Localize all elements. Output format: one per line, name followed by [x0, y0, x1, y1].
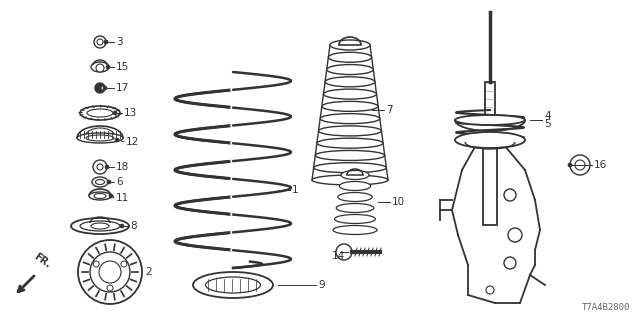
Ellipse shape: [89, 192, 111, 200]
Circle shape: [99, 261, 121, 283]
Text: 1: 1: [292, 185, 299, 195]
Ellipse shape: [94, 194, 106, 198]
Text: 11: 11: [116, 193, 129, 203]
Ellipse shape: [80, 221, 120, 231]
Circle shape: [107, 285, 113, 291]
Circle shape: [115, 138, 119, 142]
Circle shape: [103, 86, 107, 90]
Ellipse shape: [80, 106, 120, 120]
Text: 15: 15: [116, 62, 129, 72]
Ellipse shape: [95, 180, 104, 185]
Circle shape: [78, 240, 142, 304]
Bar: [483, 142, 497, 225]
Ellipse shape: [330, 40, 370, 50]
Ellipse shape: [316, 150, 385, 160]
Ellipse shape: [91, 62, 109, 72]
Circle shape: [504, 189, 516, 201]
Ellipse shape: [71, 218, 129, 234]
Ellipse shape: [338, 193, 372, 202]
Text: 14: 14: [332, 251, 345, 261]
Circle shape: [94, 36, 106, 48]
Circle shape: [93, 160, 107, 174]
Ellipse shape: [91, 223, 109, 229]
Text: 6: 6: [116, 177, 123, 187]
Circle shape: [508, 228, 522, 242]
Ellipse shape: [455, 132, 525, 148]
Circle shape: [336, 244, 352, 260]
Circle shape: [109, 194, 113, 198]
Circle shape: [96, 64, 104, 72]
Ellipse shape: [205, 277, 260, 293]
Ellipse shape: [319, 126, 381, 136]
Text: FR.: FR.: [32, 252, 52, 270]
Ellipse shape: [327, 65, 373, 75]
Circle shape: [105, 165, 109, 169]
Ellipse shape: [339, 181, 371, 190]
Ellipse shape: [314, 163, 387, 173]
Ellipse shape: [317, 138, 383, 148]
Ellipse shape: [320, 114, 380, 124]
Ellipse shape: [86, 135, 114, 141]
Circle shape: [120, 224, 124, 228]
Text: 16: 16: [594, 160, 607, 170]
Circle shape: [486, 286, 494, 294]
Circle shape: [97, 39, 103, 45]
Ellipse shape: [323, 89, 376, 99]
Text: 10: 10: [392, 197, 405, 207]
Text: 18: 18: [116, 162, 129, 172]
Text: 13: 13: [124, 108, 137, 118]
Text: 7: 7: [386, 105, 392, 115]
Circle shape: [107, 180, 111, 184]
Ellipse shape: [87, 109, 113, 117]
Text: 5: 5: [544, 119, 550, 129]
Ellipse shape: [312, 175, 388, 185]
Ellipse shape: [92, 177, 108, 187]
Circle shape: [575, 160, 585, 170]
Bar: [485, 82, 495, 120]
Text: 2: 2: [145, 267, 152, 277]
Ellipse shape: [341, 171, 369, 180]
Text: 17: 17: [116, 83, 129, 93]
Text: 3: 3: [116, 37, 123, 47]
Text: 4: 4: [544, 111, 550, 121]
Circle shape: [95, 83, 105, 93]
Ellipse shape: [193, 272, 273, 298]
Text: 9: 9: [318, 280, 324, 290]
Ellipse shape: [455, 115, 525, 125]
Ellipse shape: [328, 52, 372, 62]
Circle shape: [106, 65, 110, 69]
Circle shape: [101, 86, 105, 90]
Circle shape: [93, 261, 99, 267]
Bar: [474, 138, 506, 146]
Text: T7A4B2800: T7A4B2800: [582, 303, 630, 312]
Circle shape: [568, 163, 572, 167]
Ellipse shape: [325, 77, 375, 87]
Text: 8: 8: [130, 221, 136, 231]
Circle shape: [504, 257, 516, 269]
Ellipse shape: [333, 226, 377, 235]
Circle shape: [113, 111, 117, 115]
Ellipse shape: [322, 101, 378, 111]
Text: 12: 12: [126, 137, 140, 147]
Circle shape: [121, 261, 127, 267]
Ellipse shape: [335, 214, 376, 223]
Circle shape: [90, 252, 130, 292]
Circle shape: [104, 40, 108, 44]
Ellipse shape: [336, 204, 374, 212]
Ellipse shape: [77, 133, 123, 143]
Circle shape: [97, 164, 103, 170]
Circle shape: [570, 155, 590, 175]
